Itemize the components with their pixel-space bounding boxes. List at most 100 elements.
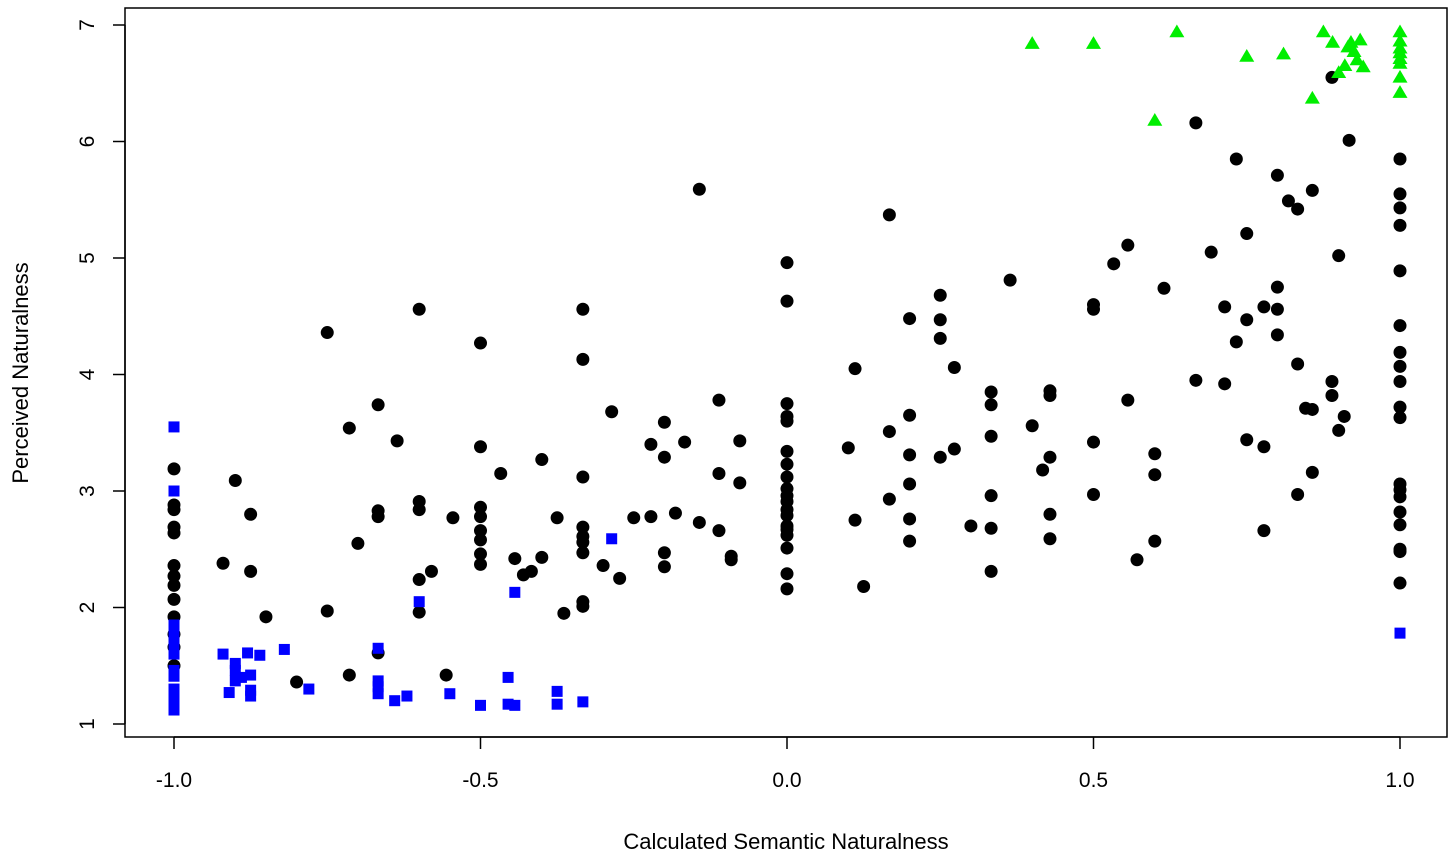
data-point-circle — [882, 425, 896, 439]
data-point-circle — [1157, 281, 1171, 295]
data-point-circle — [857, 580, 871, 594]
data-point-circle — [903, 408, 917, 422]
data-point-triangle — [1337, 58, 1353, 72]
data-point-circle — [1291, 357, 1305, 371]
data-point-triangle — [1147, 113, 1163, 126]
data-point-circle — [1043, 507, 1057, 521]
data-point-triangle — [1169, 24, 1185, 38]
data-point-square — [229, 657, 241, 669]
y-tick-label: 6 — [76, 136, 99, 148]
data-point-circle — [733, 476, 747, 490]
data-point-circle — [1204, 245, 1218, 259]
data-point-circle — [984, 429, 998, 443]
data-point-circle — [167, 569, 181, 583]
data-point-circle — [1025, 419, 1039, 433]
data-point-triangle — [1392, 24, 1408, 38]
data-point-square — [372, 642, 384, 654]
data-point-circle — [494, 467, 508, 481]
data-point-circle — [474, 524, 487, 538]
data-point-circle — [1121, 393, 1135, 407]
data-point-triangle — [1355, 59, 1371, 73]
data-point-square — [278, 643, 290, 655]
data-point-square — [217, 648, 229, 660]
data-point-circle — [1043, 532, 1057, 546]
data-point-circle — [1393, 490, 1407, 504]
data-point-circle — [780, 541, 794, 555]
data-point-circle — [1218, 300, 1232, 314]
data-point-square — [242, 647, 254, 659]
data-point-circle — [780, 508, 794, 522]
data-point-square — [235, 671, 247, 683]
data-point-circle — [412, 573, 426, 587]
data-point-circle — [1325, 388, 1339, 402]
data-point-circle — [984, 564, 998, 578]
data-point-circle — [424, 564, 438, 578]
data-point-circle — [903, 512, 917, 526]
data-point-circle — [596, 559, 610, 573]
data-point-circle — [244, 564, 258, 578]
series-circle — [167, 70, 1407, 689]
data-point-circle — [984, 385, 998, 399]
data-point-circle — [1003, 273, 1017, 287]
data-point-circle — [167, 559, 181, 573]
data-point-circle — [1189, 373, 1203, 387]
data-point-square — [223, 687, 235, 699]
data-point-square — [475, 699, 486, 711]
data-point-square — [303, 683, 315, 695]
data-point-circle — [446, 511, 460, 525]
plot-frame — [124, 7, 1448, 738]
data-point-circle — [1229, 152, 1243, 166]
data-point-circle — [780, 567, 794, 581]
data-point-circle — [903, 312, 917, 326]
data-point-triangle — [1392, 33, 1408, 47]
data-point-circle — [903, 477, 917, 491]
data-point-square — [229, 664, 241, 676]
data-point-circle — [780, 414, 794, 428]
data-point-circle — [1393, 576, 1407, 590]
data-point-circle — [320, 326, 334, 340]
data-point-square — [1394, 627, 1406, 639]
data-point-circle — [1043, 388, 1057, 402]
data-point-circle — [1393, 411, 1407, 425]
data-point-circle — [933, 288, 947, 302]
data-point-circle — [984, 521, 998, 535]
data-point-circle — [780, 397, 794, 411]
data-point-circle — [474, 510, 487, 524]
data-point-triangle — [1349, 52, 1365, 66]
data-point-circle — [712, 524, 726, 538]
data-point-circle — [576, 599, 590, 613]
data-point-circle — [657, 546, 671, 560]
data-point-square — [168, 689, 180, 701]
data-point-triangle — [1024, 36, 1040, 49]
data-point-circle — [1393, 319, 1407, 333]
data-point-square — [509, 586, 521, 598]
data-point-circle — [320, 604, 334, 618]
data-point-circle — [1229, 335, 1243, 349]
data-point-circle — [535, 550, 549, 564]
y-axis-title: Perceived Naturalness — [8, 262, 33, 483]
data-point-square — [168, 664, 180, 676]
data-point-circle — [576, 520, 590, 534]
x-axis-title: Calculated Semantic Naturalness — [623, 829, 948, 854]
data-point-square — [372, 688, 384, 700]
data-point-square — [168, 704, 180, 716]
data-point-circle — [576, 470, 590, 484]
data-point-square — [509, 699, 521, 711]
data-point-circle — [371, 510, 385, 524]
data-point-circle — [903, 534, 917, 548]
data-point-circle — [244, 507, 258, 521]
data-point-circle — [712, 467, 726, 481]
data-point-circle — [780, 294, 794, 308]
data-point-circle — [1305, 465, 1319, 479]
data-point-circle — [613, 571, 627, 585]
data-point-circle — [1393, 400, 1407, 414]
data-point-circle — [1393, 359, 1407, 373]
data-point-circle — [1337, 409, 1351, 423]
data-point-circle — [557, 606, 571, 620]
data-point-circle — [1087, 302, 1100, 316]
data-point-circle — [167, 462, 181, 476]
data-point-circle — [947, 442, 961, 456]
x-tick-label: 1.0 — [1385, 769, 1414, 792]
data-point-circle — [342, 421, 356, 435]
y-tick-label: 2 — [76, 602, 99, 614]
